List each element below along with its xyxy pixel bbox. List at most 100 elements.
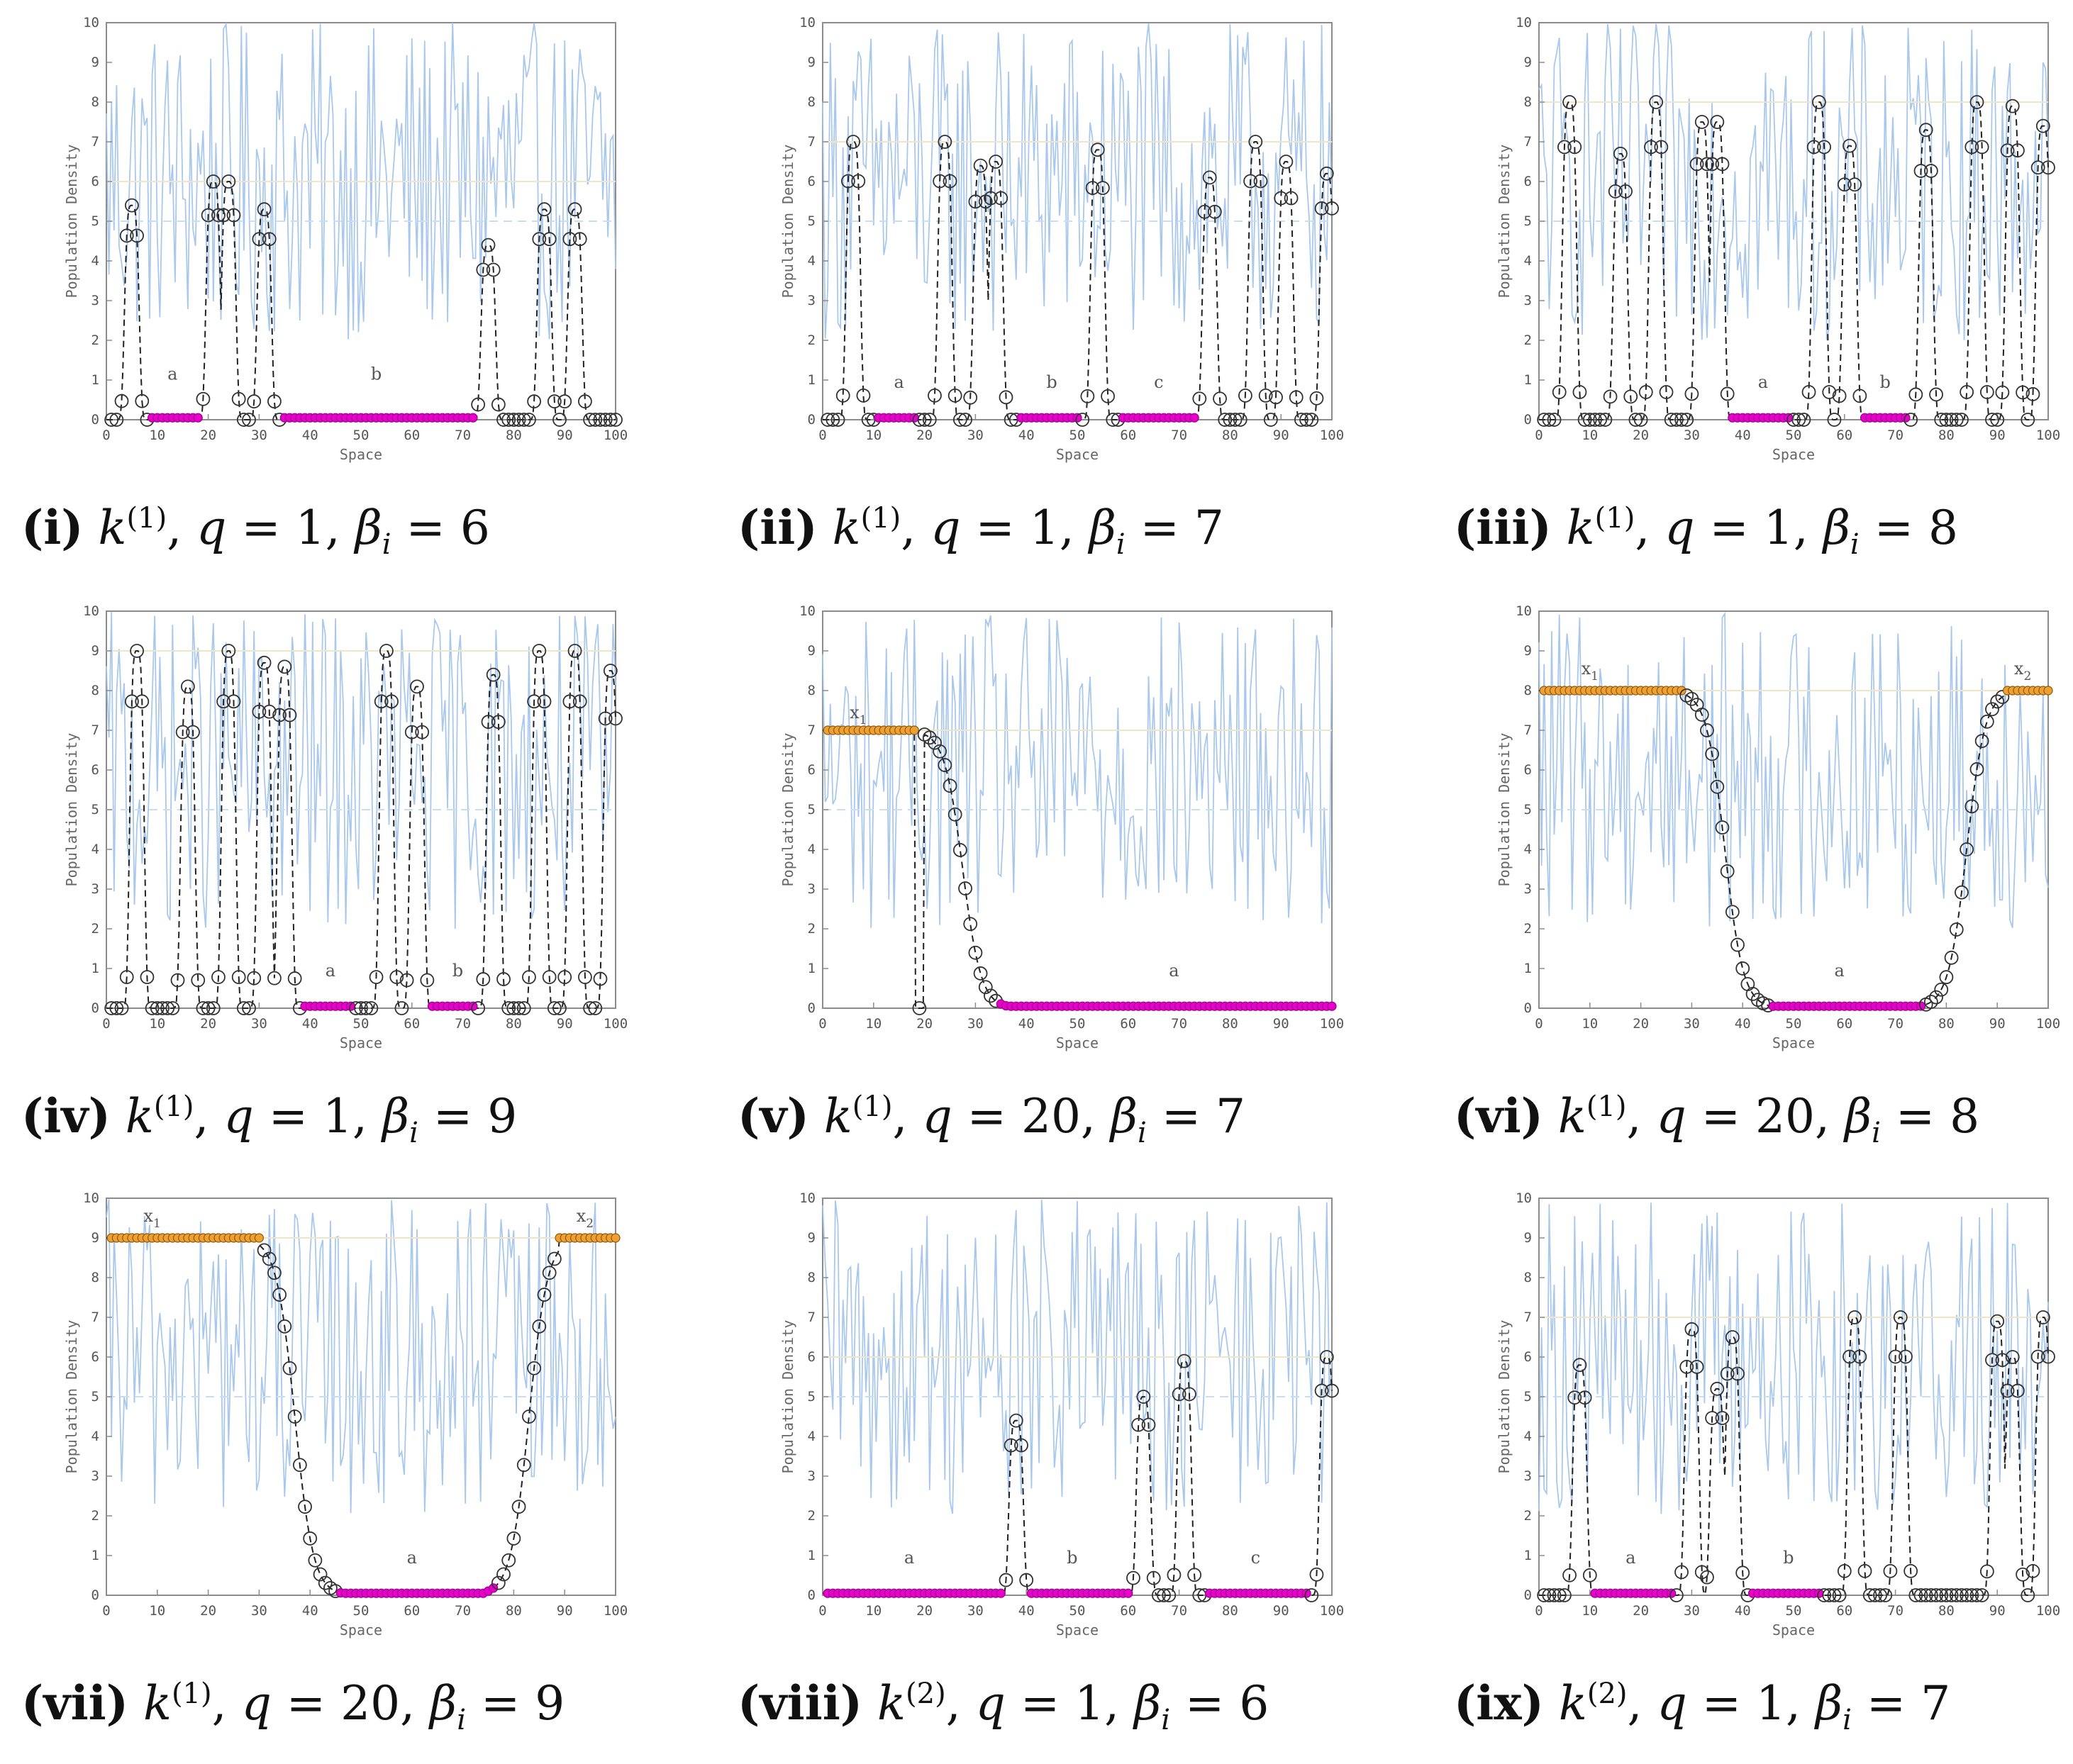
- zero-region-point: [1123, 1588, 1133, 1598]
- y-tick-label: 8: [808, 94, 816, 110]
- data-point: [206, 1001, 221, 1015]
- y-tick-label: 8: [91, 94, 99, 110]
- data-point: [1233, 413, 1247, 427]
- x-tick-label: 10: [1582, 1603, 1598, 1619]
- data-point: [201, 208, 216, 223]
- data-point: [1136, 1390, 1151, 1404]
- data-point: [527, 1361, 542, 1375]
- data-point: [542, 232, 557, 247]
- data-point: [1832, 1588, 1847, 1602]
- y-tick-label: 9: [91, 55, 99, 70]
- data-point: [1822, 385, 1837, 399]
- data-point: [928, 735, 942, 750]
- x-tick-label: 10: [1582, 428, 1598, 443]
- y-tick-label: 7: [1524, 1310, 1532, 1325]
- data-point: [298, 1500, 312, 1514]
- y-tick-label: 4: [808, 253, 816, 269]
- x-tick-label: 30: [251, 428, 267, 443]
- data-point: [272, 708, 287, 722]
- data-point: [394, 1001, 409, 1015]
- data-point: [410, 679, 424, 694]
- x-tick-label: 90: [557, 428, 573, 443]
- x-tick-label: 40: [1735, 1016, 1751, 1032]
- y-tick-label: 3: [91, 881, 99, 897]
- panel-v: 0 10 20 30 40 50 60 70 80 90 100 0 1 2 3 4 5 6 7 8 9 10 Space P…: [716, 588, 1407, 1176]
- data-point: [1008, 1413, 1023, 1428]
- data-point: [593, 971, 608, 986]
- noise-trace: [822, 615, 1333, 928]
- y-tick-label: 2: [91, 333, 99, 348]
- region-label: c: [1154, 372, 1163, 392]
- y-tick-label: 9: [91, 1230, 99, 1246]
- data-point: [938, 135, 952, 149]
- data-point: [1228, 413, 1243, 427]
- zero-region-point: [193, 413, 203, 423]
- data-point: [1705, 1411, 1720, 1425]
- data-point: [282, 708, 297, 722]
- data-point: [491, 397, 506, 412]
- data-point: [1985, 1353, 1999, 1368]
- data-point: [2005, 1350, 2020, 1364]
- data-point: [1725, 905, 1740, 920]
- data-point: [947, 388, 962, 403]
- data-point: [2016, 385, 2030, 400]
- data-point: [1700, 1570, 1714, 1585]
- data-point: [2021, 413, 2035, 427]
- data-point: [562, 694, 577, 709]
- y-tick-label: 2: [91, 921, 99, 937]
- data-point: [1955, 885, 1969, 900]
- data-point: [124, 694, 139, 709]
- x-tick-label: 100: [1320, 428, 1344, 443]
- data-point: [1908, 387, 1923, 402]
- noise-trace: [106, 1199, 616, 1514]
- data-point: [180, 679, 195, 694]
- data-point: [1904, 1563, 1918, 1578]
- x-tick-label: 10: [149, 1016, 165, 1032]
- panel-iii: 0 10 20 30 40 50 60 70 80 90 100 0 1 2 3 4 5 6 7 8 9 10 Space P…: [1433, 0, 2073, 588]
- data-point: [912, 1001, 927, 1015]
- y-tick-label: 0: [91, 412, 99, 428]
- data-point: [1557, 140, 1572, 155]
- region-label: c: [1251, 1548, 1260, 1568]
- data-point: [191, 973, 206, 988]
- data-point: [973, 966, 988, 981]
- data-point: [1812, 95, 1826, 109]
- data-point: [1080, 389, 1095, 403]
- data-point: [2000, 143, 2015, 158]
- data-point: [1979, 714, 1994, 729]
- data-point: [1557, 1588, 1572, 1602]
- data-point: [364, 1001, 379, 1015]
- data-point: [1985, 702, 1999, 717]
- data-point: [1955, 413, 1969, 427]
- data-point: [537, 694, 552, 709]
- plateau-point: [909, 725, 919, 735]
- x-tick-label: 40: [1735, 428, 1751, 443]
- data-point: [984, 988, 998, 1003]
- data-point: [1151, 1588, 1166, 1602]
- x-tick-label: 90: [1273, 1016, 1289, 1032]
- x-axis-label: Space: [1056, 1621, 1099, 1639]
- data-point: [1969, 762, 1984, 776]
- data-point: [952, 413, 967, 427]
- data-point: [1304, 1588, 1319, 1602]
- data-point: [267, 1266, 282, 1280]
- x-tick-label: 30: [251, 1016, 267, 1032]
- data-point: [481, 715, 496, 730]
- y-tick-label: 9: [1524, 55, 1532, 70]
- data-point: [1684, 1322, 1699, 1336]
- y-axis-label: Population Density: [1496, 733, 1513, 887]
- data-point: [1873, 1588, 1887, 1602]
- chart-svg: 0 10 20 30 40 50 60 70 80 90 100 0 1 2 3 4 5 6 7 8 9 10 Space P…: [1496, 1190, 2060, 1639]
- y-tick-label: 5: [808, 213, 816, 229]
- y-tick-label: 10: [799, 603, 816, 619]
- data-point: [1689, 157, 1704, 172]
- panel-caption: (vi) k(1), q = 20, βi = 8: [1454, 1088, 1980, 1150]
- data-point: [1847, 1310, 1862, 1324]
- y-tick-label: 7: [808, 134, 816, 150]
- noise-trace: [1538, 1202, 2049, 1514]
- y-tick-label: 10: [83, 1190, 99, 1206]
- data-point: [1618, 184, 1633, 199]
- x-tick-label: 30: [1684, 1603, 1700, 1619]
- data-point: [938, 758, 952, 772]
- noise-trace: [1538, 611, 2049, 928]
